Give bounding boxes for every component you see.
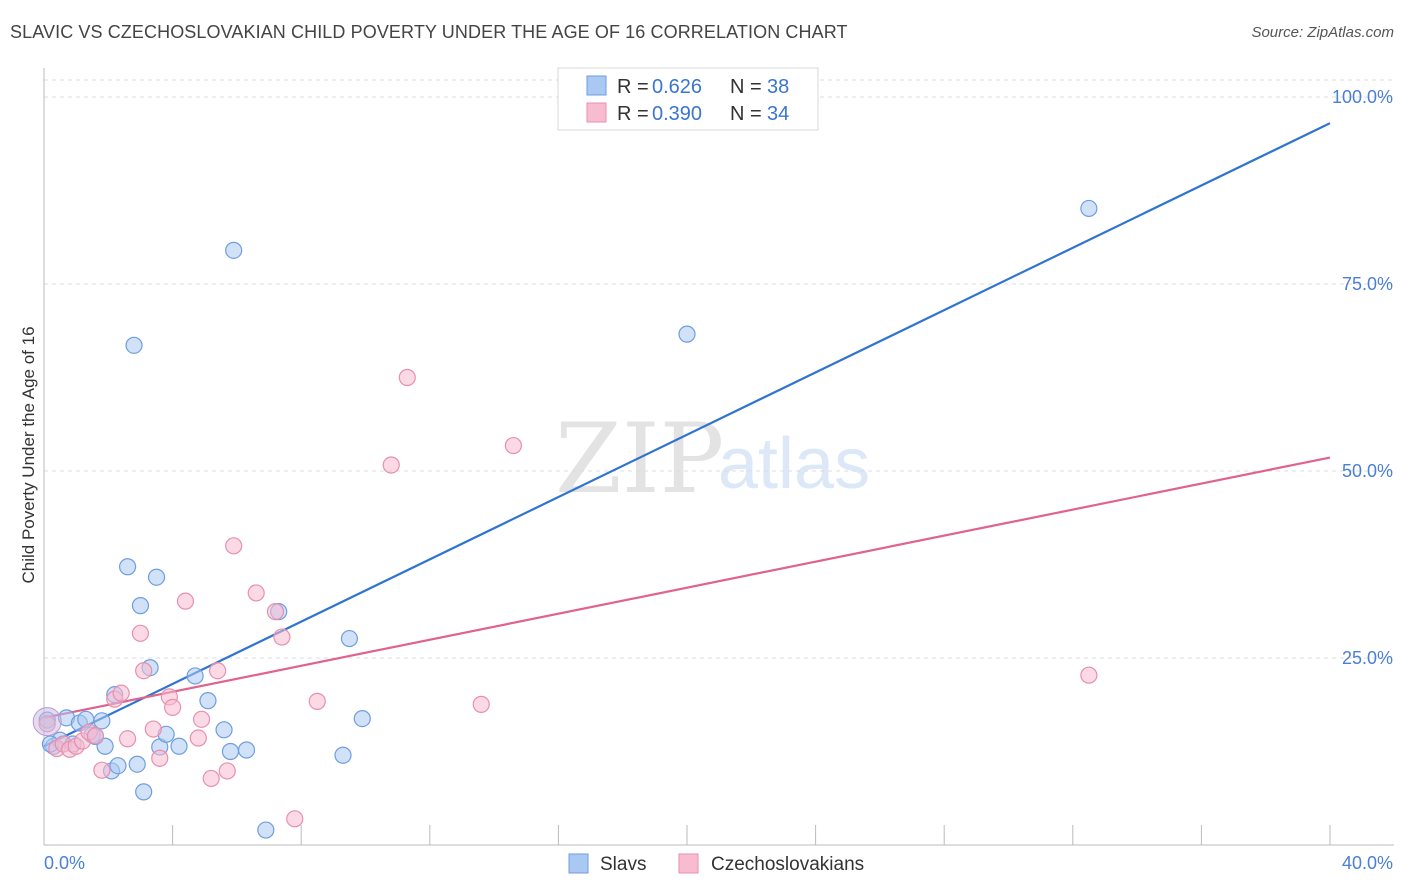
legend-r-label-slavs: R =	[617, 76, 649, 98]
point-slavs-26	[215, 721, 233, 739]
point-slavs-17	[131, 597, 150, 615]
point-czechoslovakians-28	[286, 810, 304, 828]
data-points	[32, 199, 1098, 839]
point-slavs-33	[340, 629, 359, 648]
watermark-atlas: atlas	[718, 424, 870, 504]
trend-line-slavs	[43, 122, 1331, 748]
point-slavs-28	[225, 241, 243, 259]
point-czechoslovakians-8	[93, 761, 111, 779]
point-czechoslovakians-12	[131, 624, 150, 642]
point-czechoslovakians-23	[218, 762, 236, 780]
point-czechoslovakians-26	[266, 603, 285, 621]
legend-r-value-slavs: 0.626	[652, 76, 702, 98]
point-czechoslovakians-13	[135, 662, 153, 680]
point-czechoslovakians-20	[192, 710, 211, 728]
point-slavs-27	[221, 742, 240, 761]
stats-legend: R = 0.626 N = 38 R = 0.390 N = 34	[557, 67, 819, 131]
point-czechoslovakians-19	[189, 729, 207, 747]
bottom-legend-label-czechoslovakians: Czechoslovakians	[711, 854, 864, 875]
legend-r-label-czechoslovakians: R =	[617, 103, 649, 125]
grid-lines	[44, 79, 1394, 659]
bottom-legend-swatch-czechoslovakians	[678, 853, 699, 874]
point-slavs-9	[93, 712, 111, 730]
point-czechoslovakians-33	[504, 436, 522, 455]
point-czechoslovakians-14	[144, 720, 162, 738]
legend-n-label-slavs: N =	[730, 76, 762, 98]
point-czechoslovakians-18	[176, 592, 195, 610]
y-tick-labels: 25.0% 50.0% 75.0% 100.0%	[1332, 87, 1393, 668]
point-slavs-15	[125, 336, 143, 354]
point-slavs-24	[186, 667, 204, 685]
y-tick-label-50: 50.0%	[1342, 461, 1393, 481]
point-cluster-origin	[32, 707, 62, 737]
x-tick-label-min: 0.0%	[44, 853, 85, 873]
point-czechoslovakians-15	[151, 749, 169, 767]
series-legend: Slavs Czechoslovakians	[568, 853, 864, 875]
point-slavs-36	[1080, 199, 1098, 218]
x-tick-label-max: 40.0%	[1342, 853, 1393, 873]
point-slavs-32	[334, 746, 352, 764]
point-slavs-34	[353, 709, 371, 728]
point-czechoslovakians-31	[398, 368, 416, 387]
point-slavs-13	[109, 757, 127, 775]
axes	[43, 68, 1394, 846]
point-czechoslovakians-34	[1080, 666, 1098, 684]
point-slavs-25	[199, 692, 217, 710]
y-axis-label: Child Poverty Under the Age of 16	[19, 326, 38, 583]
legend-swatch-slavs	[586, 75, 607, 96]
point-czechoslovakians-17	[164, 698, 182, 716]
y-tick-label-25: 25.0%	[1342, 648, 1393, 668]
y-tick-label-100: 100.0%	[1332, 87, 1393, 107]
point-slavs-20	[147, 568, 166, 586]
legend-n-label-czechoslovakians: N =	[730, 103, 762, 125]
point-slavs-23	[170, 737, 188, 755]
source-credit: Source: ZipAtlas.com	[1251, 24, 1394, 41]
point-czechoslovakians-24	[225, 537, 243, 555]
point-czechoslovakians-7	[86, 727, 105, 745]
chart-title: SLAVIC VS CZECHOSLOVAKIAN CHILD POVERTY …	[10, 22, 848, 42]
watermark-zip: ZIP	[555, 403, 724, 515]
point-czechoslovakians-27	[273, 628, 291, 646]
point-czechoslovakians-10	[112, 684, 130, 702]
point-czechoslovakians-22	[209, 662, 227, 680]
point-slavs-30	[257, 821, 275, 839]
trend-line-czechoslovakians	[43, 456, 1331, 719]
trend-lines	[43, 122, 1331, 748]
point-czechoslovakians-30	[382, 456, 400, 474]
point-slavs-16	[128, 755, 146, 773]
bottom-legend-label-slavs: Slavs	[600, 854, 646, 875]
point-czechoslovakians-11	[118, 730, 137, 748]
point-czechoslovakians-32	[472, 695, 490, 713]
legend-swatch-czechoslovakians	[586, 102, 607, 123]
legend-n-value-slavs: 38	[767, 76, 789, 98]
point-czechoslovakians-21	[202, 769, 220, 788]
legend-n-value-czechoslovakians: 34	[767, 103, 789, 125]
legend-r-value-czechoslovakians: 0.390	[652, 103, 702, 125]
point-slavs-35	[678, 325, 696, 343]
point-slavs-29	[237, 741, 256, 759]
y-tick-label-75: 75.0%	[1342, 274, 1393, 294]
point-slavs-18	[135, 783, 153, 801]
point-slavs-14	[118, 558, 137, 576]
point-czechoslovakians-29	[308, 692, 326, 710]
bottom-legend-swatch-slavs	[568, 853, 589, 874]
point-czechoslovakians-25	[247, 584, 265, 602]
